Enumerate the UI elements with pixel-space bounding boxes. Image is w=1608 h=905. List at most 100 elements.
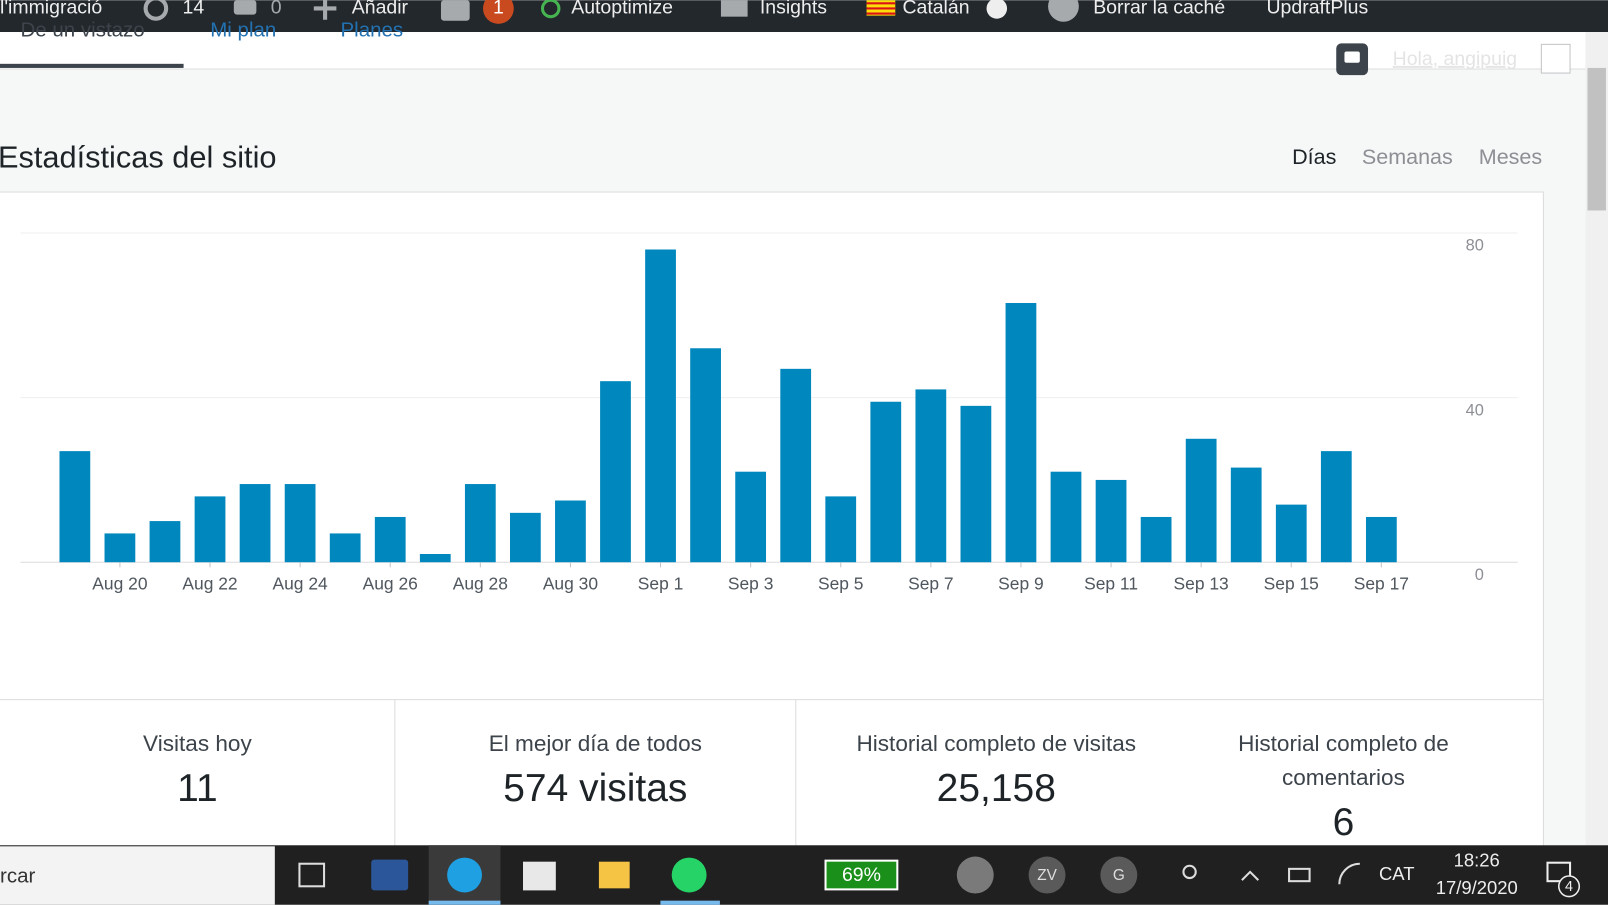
bar [1140, 516, 1172, 563]
bar [149, 521, 181, 563]
page-title: Estadísticas del sitio [0, 139, 277, 174]
language[interactable]: CAT [1379, 863, 1415, 884]
bar [690, 348, 721, 563]
word-icon[interactable] [371, 859, 409, 891]
add-icon [313, 0, 337, 20]
stat-block: Visitas hoy 11 [143, 730, 252, 811]
chat-glyph [1344, 51, 1360, 63]
comments-icon [233, 0, 257, 15]
notifications-icon[interactable] [1546, 861, 1572, 883]
admin-item[interactable]: Autoptimize [571, 0, 673, 19]
bar [780, 368, 812, 563]
search-box[interactable] [0, 846, 275, 905]
contact-avatar[interactable] [1100, 856, 1138, 894]
period-option[interactable]: Meses [1479, 145, 1542, 169]
notifications-count: 4 [1565, 879, 1573, 895]
updates-count[interactable]: 14 [183, 0, 205, 19]
insights-icon [720, 0, 748, 17]
stat: Historial completo de visitas 25,158 [796, 726, 1197, 811]
tab-underline [0, 63, 184, 68]
add-new[interactable]: Añadir [352, 0, 409, 19]
contact-avatar[interactable] [956, 856, 994, 894]
x-tick-label: Sep 11 [1084, 573, 1138, 593]
bar [1095, 479, 1127, 563]
bar [645, 249, 676, 563]
admin-item[interactable]: Catalán [902, 0, 969, 19]
bar [915, 389, 947, 563]
stat-value: 11 [177, 767, 218, 811]
admin-bar [0, 0, 1608, 33]
bar [419, 553, 451, 563]
bar [509, 512, 541, 563]
edge-icon[interactable] [447, 857, 482, 893]
period-option[interactable]: Días [1292, 145, 1336, 169]
store-icon[interactable] [523, 861, 556, 891]
active-indicator [660, 900, 720, 905]
site-name[interactable]: l'immigració [0, 0, 102, 19]
x-tick-label: Aug 30 [543, 573, 599, 593]
bar [104, 533, 136, 563]
bar [1275, 504, 1307, 563]
x-tick-label: Aug 28 [453, 573, 508, 593]
bar [194, 496, 226, 563]
x-tick-label: Sep 3 [728, 573, 774, 593]
stats: Visitas hoy 11 El mejor día de todos 574 vi… [143, 726, 1518, 845]
bar [1005, 302, 1037, 563]
admin-item[interactable]: UpdraftPlus [1267, 0, 1369, 19]
bar [59, 451, 91, 563]
contact-avatar[interactable] [1028, 856, 1066, 894]
tab-bar [0, 32, 1586, 69]
stat-value: 25,158 [936, 767, 1056, 811]
explorer-icon[interactable] [598, 861, 630, 889]
x-tick-label: Aug 24 [273, 573, 329, 593]
bar [1230, 467, 1262, 563]
whatsapp-icon[interactable] [671, 857, 707, 893]
battery-text: 69% [842, 864, 881, 886]
y-tick-label: 0 [1475, 566, 1484, 584]
bar [870, 401, 902, 563]
x-tick-label: Sep 9 [998, 573, 1044, 593]
avatar-initials: G [1113, 867, 1125, 884]
battery-widget[interactable] [824, 859, 899, 891]
stat: Historial completo de comentarios 6 [1169, 726, 1518, 845]
x-tick-label: Sep 1 [638, 573, 684, 593]
tab[interactable]: De un vistazo [21, 18, 145, 41]
scrollbar-thumb[interactable] [1587, 67, 1606, 211]
clock-date[interactable]: 17/9/2020 [1436, 877, 1518, 898]
y-tick-label: 80 [1466, 237, 1484, 255]
admin-item[interactable]: Insights [760, 0, 827, 19]
x-tick-label: Sep 13 [1174, 573, 1229, 593]
avatar[interactable] [1540, 43, 1571, 74]
scrollbar [1585, 32, 1608, 846]
tab[interactable]: Mi plan [210, 18, 276, 41]
bar [1050, 471, 1082, 563]
comments-count[interactable]: 0 [271, 0, 282, 19]
admin-item[interactable]: Borrar la caché [1093, 0, 1225, 19]
active-indicator [428, 900, 501, 905]
period-option[interactable]: Semanas [1362, 145, 1453, 169]
bar [464, 484, 496, 563]
battery-icon[interactable] [1288, 867, 1311, 883]
chart: 0 40 80 Aug 20 Aug 22 Aug 24 Aug 26 Aug 28 Aug 3… [20, 232, 1518, 593]
clock-time[interactable]: 18:26 [1454, 850, 1500, 871]
avatar-initials: ZV [1037, 867, 1057, 884]
updates-icon [143, 0, 169, 21]
tray-chevron[interactable] [1241, 870, 1260, 881]
yoast-count[interactable]: 1 [493, 0, 504, 19]
y-tick-label: 40 [1466, 401, 1484, 419]
cache-icon [1048, 0, 1079, 22]
flag-stripes [866, 2, 896, 15]
help-icon [986, 0, 1008, 19]
bar [374, 516, 406, 563]
wifi-icon[interactable] [1338, 862, 1360, 885]
people-icon[interactable] [1182, 864, 1197, 880]
x-tick-label: Sep 17 [1354, 573, 1409, 593]
bar [600, 381, 631, 563]
bar [1185, 438, 1217, 563]
greeting[interactable]: Hola, angipuig [1393, 48, 1517, 70]
bar [1365, 516, 1397, 563]
tab[interactable]: Planes [340, 18, 403, 41]
bar [555, 500, 586, 563]
stat-value: 6 [1332, 801, 1355, 845]
task-view-icon[interactable] [298, 862, 326, 888]
